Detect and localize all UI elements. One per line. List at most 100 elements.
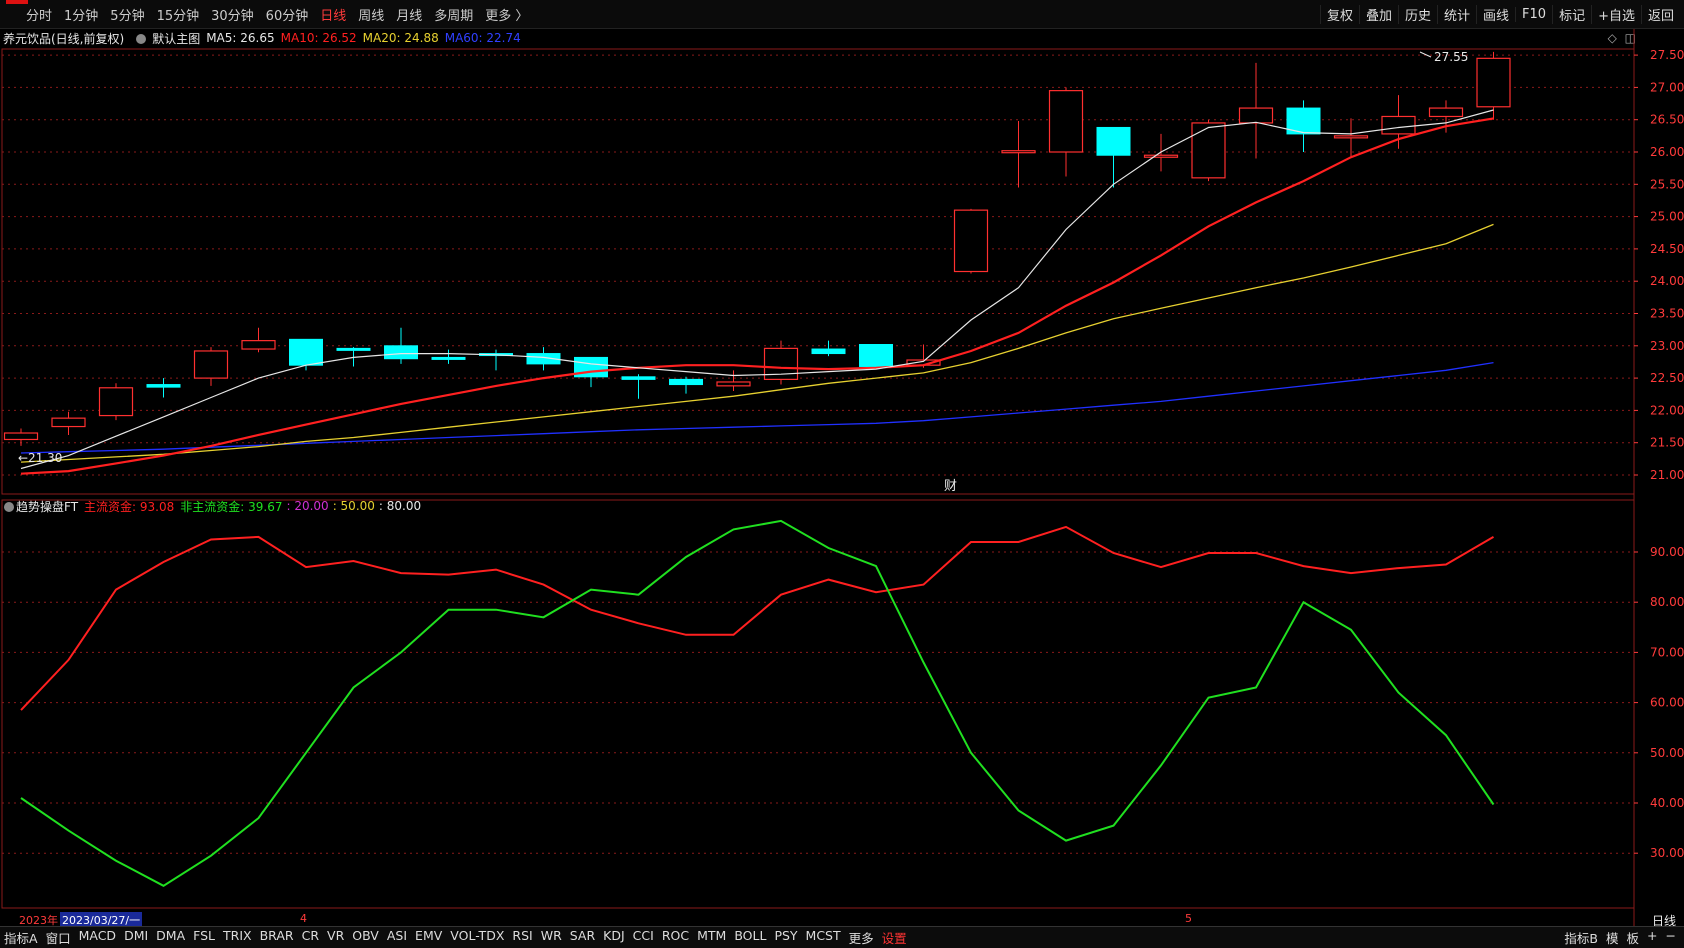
- indicator-tab-18[interactable]: CCI: [632, 928, 654, 943]
- period-tab-0[interactable]: 分时: [26, 8, 53, 24]
- main-chart-name[interactable]: 默认主图: [152, 31, 201, 46]
- indicator-tab-1[interactable]: 窗口: [45, 931, 71, 946]
- indicator-name[interactable]: 趋势操盘FT: [16, 499, 79, 514]
- candle-body-down: [289, 338, 323, 366]
- toolbar-button-0[interactable]: 复权: [1319, 4, 1359, 24]
- right-toolbar: 复权 叠加 历史 统计 画线 F10 标记 +自选 返回: [1319, 0, 1680, 28]
- period-tab-5[interactable]: 60分钟: [265, 8, 309, 24]
- indicator-tab-8[interactable]: CR: [301, 928, 320, 943]
- window-toggle-icon[interactable]: ◫: [1624, 31, 1636, 45]
- candle-body-up: [98, 387, 134, 417]
- price-tick-label: 23.00: [1650, 339, 1684, 353]
- candle-body-down: [811, 348, 846, 355]
- indicator-tick-label: 70.00: [1650, 645, 1684, 659]
- price-tick-label: 23.50: [1650, 307, 1684, 321]
- chart-controls: ◇ ◫: [1608, 31, 1636, 45]
- candle-body-down: [384, 345, 418, 360]
- period-tab-10[interactable]: 更多 〉: [485, 8, 529, 24]
- main-chart-legend: 养元饮品(日线,前复权) 默认主图 MA5: 26.65 MA10: 26.52…: [0, 29, 527, 47]
- candle-body-up: [953, 209, 989, 273]
- toolbar-button-2[interactable]: 历史: [1397, 4, 1437, 24]
- candle-body-down: [146, 384, 181, 388]
- period-tab-4[interactable]: 30分钟: [211, 8, 254, 24]
- candle-body-up: [1048, 90, 1084, 153]
- indicator-tab-21[interactable]: BOLL: [734, 928, 767, 943]
- period-tab-3[interactable]: 15分钟: [156, 8, 200, 24]
- candle-body-down: [621, 376, 656, 380]
- indicator-tab-24[interactable]: 更多: [848, 931, 874, 946]
- indicator-b-control-4[interactable]: −: [1665, 928, 1676, 943]
- toolbar-button-8[interactable]: 返回: [1640, 4, 1680, 24]
- period-toolbar: 分时 1分钟 5分钟 15分钟 30分钟 60分钟 日线 周线 月线 多周期 更多 〉 复权 叠加 历史…: [0, 0, 1684, 29]
- price-tick-label: 24.50: [1650, 242, 1684, 256]
- indicator-tab-22[interactable]: PSY: [774, 928, 798, 943]
- period-tab-2[interactable]: 5分钟: [110, 8, 145, 24]
- period-tab-6[interactable]: 日线: [320, 8, 347, 24]
- indicator-tab-11[interactable]: ASI: [386, 928, 408, 943]
- indicator-tab-15[interactable]: WR: [540, 928, 562, 943]
- candle-body-up: [1428, 107, 1464, 118]
- price-tick-label: 22.50: [1650, 371, 1684, 385]
- toolbar-button-6[interactable]: 标记: [1552, 4, 1591, 24]
- candle-body-up: [1143, 154, 1179, 158]
- indicator-tab-5[interactable]: FSL: [193, 928, 216, 943]
- indicator-b-control-3[interactable]: +: [1647, 928, 1658, 943]
- candle-body-down: [1096, 126, 1131, 156]
- indicator-tab-14[interactable]: RSI: [512, 928, 533, 943]
- indicator-tab-25[interactable]: 设置: [881, 931, 907, 946]
- main-fund-value: 主流资金: 93.08: [84, 499, 175, 514]
- candle-body-down: [859, 344, 893, 367]
- candle-body-down: [526, 353, 561, 365]
- main-chart-settings-icon[interactable]: [136, 34, 147, 44]
- indicator-tab-10[interactable]: OBV: [352, 928, 379, 943]
- year-label: 2023年: [19, 914, 58, 927]
- indicator-tick-label: 40.00: [1650, 796, 1684, 810]
- toolbar-button-3[interactable]: 统计: [1437, 4, 1476, 24]
- toolbar-button-5[interactable]: F10: [1515, 6, 1552, 22]
- indicator-tab-3[interactable]: DMI: [124, 928, 149, 943]
- indicator-tab-12[interactable]: EMV: [415, 928, 443, 943]
- indicator-legend: 趋势操盘FT 主流资金: 93.08 非主流资金: 39.67 : 20.00 …: [0, 498, 423, 514]
- main-chart-frame: [1, 48, 1635, 495]
- indicator-tab-0[interactable]: 指标A: [4, 931, 38, 946]
- period-tab-1[interactable]: 1分钟: [64, 8, 99, 24]
- indicator-b-control-2[interactable]: 板: [1626, 931, 1640, 946]
- indicator-tab-7[interactable]: BRAR: [259, 928, 294, 943]
- period-tag[interactable]: 日线: [1651, 914, 1676, 928]
- candle-body-up: [3, 432, 39, 441]
- indicator-tick-label: 30.00: [1650, 846, 1684, 860]
- indicator-frame: [1, 499, 1635, 909]
- indicator-tab-13[interactable]: VOL-TDX: [450, 928, 505, 943]
- diamond-icon[interactable]: ◇: [1607, 31, 1617, 45]
- nonmain-fund-line: [20, 519, 1495, 887]
- indicator-tick-label: 80.00: [1650, 595, 1684, 609]
- indicator-tab-23[interactable]: MCST: [805, 928, 841, 943]
- period-tab-7[interactable]: 周线: [358, 8, 385, 24]
- indicator-tab-2[interactable]: MACD: [78, 928, 117, 943]
- price-tick-label: 27.50: [1650, 48, 1684, 62]
- indicator-tab-6[interactable]: TRIX: [223, 928, 252, 943]
- low-price-label: ←21.30: [18, 451, 62, 465]
- indicator-tab-20[interactable]: MTM: [697, 928, 727, 943]
- indicator-b-control-0[interactable]: 指标B: [1564, 931, 1598, 946]
- candle-body-up: [716, 381, 751, 387]
- indicator-tab-17[interactable]: KDJ: [603, 928, 625, 943]
- indicator-tab-16[interactable]: SAR: [569, 928, 596, 943]
- period-tab-8[interactable]: 月线: [396, 8, 423, 24]
- toolbar-button-1[interactable]: 叠加: [1358, 4, 1398, 24]
- high-price-label: 27.55: [1434, 50, 1468, 64]
- toolbar-button-7[interactable]: +自选: [1591, 4, 1641, 24]
- indicator-b-control-1[interactable]: 模: [1606, 931, 1619, 946]
- period-tab-9[interactable]: 多周期: [434, 8, 474, 24]
- candle-body-up: [1476, 57, 1511, 108]
- stock-name[interactable]: 养元饮品(日线,前复权): [3, 31, 125, 46]
- indicator-settings-icon[interactable]: [4, 502, 14, 512]
- indicator-tab-list: 指标A 窗口 MACD DMI DMA FSL TRIX BRAR CR VR OBV ASI EMV V…: [0, 928, 911, 947]
- candle-body-up: [1238, 107, 1274, 124]
- toolbar-button-4[interactable]: 画线: [1476, 4, 1515, 24]
- indicator-tab-4[interactable]: DMA: [156, 928, 186, 943]
- indicator-tab-19[interactable]: ROC: [661, 928, 690, 943]
- high-marker: [1419, 51, 1432, 58]
- indicator-tab-9[interactable]: VR: [327, 928, 345, 943]
